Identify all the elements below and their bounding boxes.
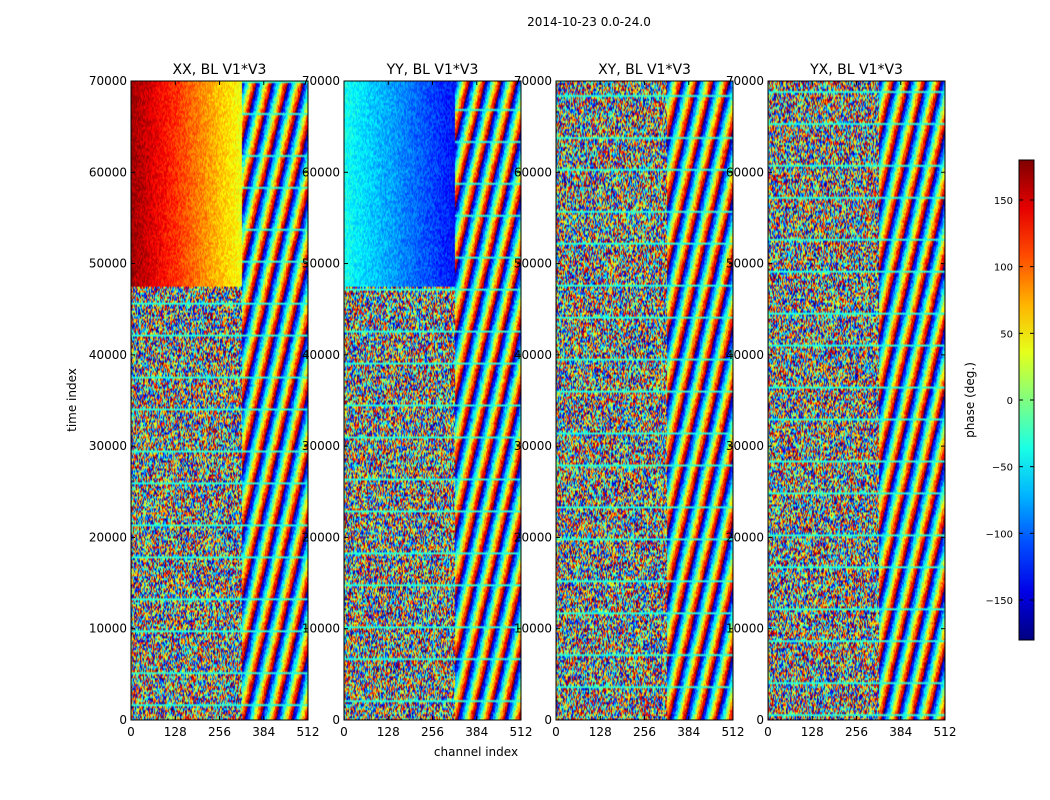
- x-axis-label: channel index: [434, 745, 518, 759]
- x-tick-label: 384: [252, 725, 275, 739]
- panel-1-title: XX, BL V1*V3: [173, 62, 267, 78]
- y-tick-label: 10000: [514, 622, 552, 636]
- colorbar: −150 −100 −50 0 50 100 150: [986, 159, 1035, 641]
- x-tick-label: 128: [164, 725, 187, 739]
- y-tick-label: 50000: [726, 257, 764, 271]
- y-tick-label: 30000: [726, 439, 764, 453]
- colorbar-tick-label: −100: [986, 529, 1013, 540]
- y-tick-label: 0: [756, 713, 764, 727]
- y-tick-label: 40000: [514, 348, 552, 362]
- colorbar-tick-label: 150: [994, 196, 1013, 207]
- y-tick-label: 10000: [302, 622, 340, 636]
- x-tick-label: 512: [297, 725, 320, 739]
- colorbar-tick-label: −50: [992, 463, 1013, 474]
- colorbar-tick-label: 100: [994, 263, 1013, 274]
- y-tick-label: 30000: [89, 439, 127, 453]
- panel-3-title: XY, BL V1*V3: [598, 62, 691, 78]
- panel-4-heatmap: [768, 81, 945, 720]
- panel-2-heatmap: [344, 81, 521, 720]
- x-tick-label: 128: [377, 725, 400, 739]
- y-tick-label: 30000: [514, 439, 552, 453]
- colorbar-tick-label: −150: [986, 596, 1013, 607]
- colorbar-tick-label: 0: [1007, 396, 1013, 407]
- x-tick-label: 384: [677, 725, 700, 739]
- x-tick-label: 0: [127, 725, 135, 739]
- panels-layer: XX, BL V1*V3 0 128 256 384 512 0 10000 20000 3000…: [89, 62, 957, 739]
- x-tick-label: 128: [589, 725, 612, 739]
- y-tick-label: 70000: [89, 74, 127, 88]
- y-tick-label: 20000: [726, 530, 764, 544]
- panel-3-heatmap: [556, 81, 733, 720]
- y-tick-label: 0: [119, 713, 127, 727]
- panel-4: YX, BL V1*V3 0 128 256 384 512 0 10000 20000 3000…: [726, 62, 957, 739]
- y-tick-label: 0: [332, 713, 340, 727]
- panel-3: XY, BL V1*V3 0 128 256 384 512 0 10000 20000 3000…: [514, 62, 745, 739]
- y-tick-label: 10000: [89, 622, 127, 636]
- x-tick-label: 0: [552, 725, 560, 739]
- x-tick-label: 256: [633, 725, 656, 739]
- y-tick-label: 50000: [302, 257, 340, 271]
- x-tick-label: 256: [845, 725, 868, 739]
- y-tick-label: 10000: [726, 622, 764, 636]
- x-tick-label: 512: [510, 725, 533, 739]
- y-tick-label: 70000: [726, 74, 764, 88]
- panel-4-title: YX, BL V1*V3: [809, 62, 903, 78]
- y-tick-label: 20000: [514, 530, 552, 544]
- y-tick-label: 20000: [89, 530, 127, 544]
- x-tick-label: 384: [889, 725, 912, 739]
- panel-2: YY, BL V1*V3 0 128 256 384 512 0 10000 20000 3000…: [302, 62, 533, 739]
- y-tick-label: 70000: [514, 74, 552, 88]
- x-tick-label: 512: [934, 725, 957, 739]
- x-tick-label: 0: [340, 725, 348, 739]
- y-tick-label: 50000: [514, 257, 552, 271]
- panel-1-heatmap: [131, 81, 308, 720]
- colorbar-label: phase (deg.): [963, 362, 977, 438]
- x-tick-label: 256: [421, 725, 444, 739]
- x-tick-label: 512: [722, 725, 745, 739]
- y-axis-label: time index: [65, 368, 79, 432]
- y-tick-label: 50000: [89, 257, 127, 271]
- panel-2-title: YY, BL V1*V3: [386, 62, 479, 78]
- y-tick-label: 40000: [726, 348, 764, 362]
- y-tick-label: 40000: [302, 348, 340, 362]
- y-tick-label: 60000: [89, 165, 127, 179]
- x-tick-label: 384: [465, 725, 488, 739]
- y-tick-label: 20000: [302, 530, 340, 544]
- y-tick-label: 40000: [89, 348, 127, 362]
- y-tick-label: 60000: [726, 165, 764, 179]
- y-tick-label: 60000: [514, 165, 552, 179]
- x-tick-label: 256: [208, 725, 231, 739]
- colorbar-tick-label: 50: [1000, 329, 1013, 340]
- x-tick-label: 0: [764, 725, 772, 739]
- y-tick-label: 0: [544, 713, 552, 727]
- x-tick-label: 128: [801, 725, 824, 739]
- y-tick-label: 30000: [302, 439, 340, 453]
- y-tick-label: 70000: [302, 74, 340, 88]
- panel-1: XX, BL V1*V3 0 128 256 384 512 0 10000 20000 3000…: [89, 62, 320, 739]
- y-tick-label: 60000: [302, 165, 340, 179]
- figure-suptitle: 2014-10-23 0.0-24.0: [527, 15, 651, 29]
